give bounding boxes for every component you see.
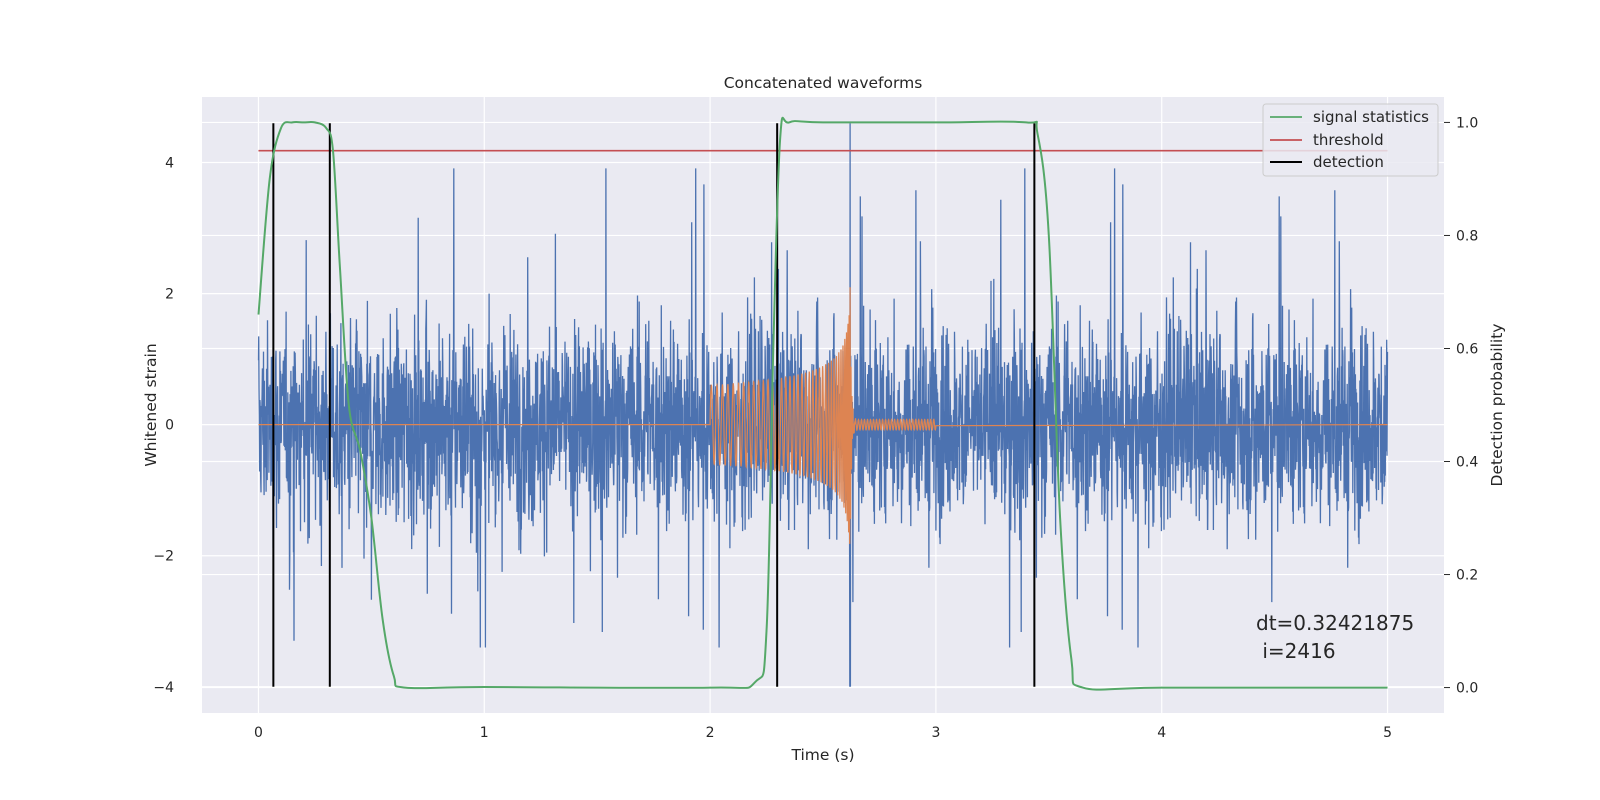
y2-tick-label: 1.0: [1456, 115, 1478, 131]
chart-title: Concatenated waveforms: [724, 74, 923, 92]
y2-tick-label: 0.6: [1456, 341, 1478, 357]
x-tick-label: 4: [1157, 725, 1166, 741]
y-axis-label: Whitened strain: [142, 343, 160, 466]
legend: signal statistics threshold detection: [1262, 103, 1439, 177]
detection-series: [272, 123, 1036, 687]
legend-box: [1262, 103, 1439, 177]
legend-label-detection: detection: [1313, 153, 1384, 171]
y-tick-label: 0: [165, 418, 174, 434]
annotation-dt: dt=0.32421875: [1256, 611, 1414, 635]
x-tick-label: 3: [931, 725, 940, 741]
y-tick-label: 4: [165, 156, 174, 172]
x-tick-label: 2: [706, 725, 715, 741]
x-axis-label: Time (s): [790, 746, 854, 764]
y2-tick-label: 0.8: [1456, 228, 1478, 244]
y-tick-label: −2: [153, 549, 174, 565]
signal-statistics-series: [257, 116, 1388, 691]
noise-line: [257, 123, 1389, 687]
legend-label-threshold: threshold: [1313, 131, 1384, 149]
x-tick-label: 0: [254, 725, 263, 741]
x-tick-label: 1: [480, 725, 489, 741]
x-tick-label: 5: [1383, 725, 1392, 741]
y-tick-label: −4: [153, 680, 174, 696]
y2-tick-label: 0.0: [1456, 681, 1478, 697]
y2-tick-label: 0.4: [1456, 455, 1478, 471]
y-tick-label: 2: [165, 287, 174, 303]
y2-axis-label: Detection probability: [1488, 324, 1506, 487]
y2-tick-label: 0.2: [1456, 568, 1478, 584]
legend-label-signal: signal statistics: [1313, 108, 1429, 126]
signal-statistics-line: [257, 116, 1388, 691]
noise-series: [257, 123, 1389, 687]
ticks: 0 1 2 3 4 5 −4 −2 0 2 4 0.0 0.2 0.4 0.6 0.8 1.0: [153, 115, 1478, 741]
injection-series: [258, 287, 1388, 544]
annotation-i: i=2416: [1256, 639, 1336, 663]
injection-line: [258, 287, 1388, 544]
